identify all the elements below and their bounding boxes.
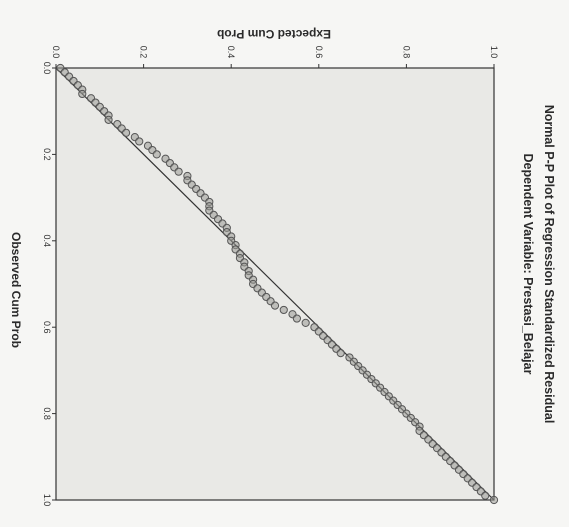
data-point xyxy=(174,167,183,176)
x-tick-label: 0.2 xyxy=(42,148,52,161)
ticks-layer: 0.0 0.2 0.4 0.6 0.8 1.0 0.0 0.2 0.4 0.6 0.8 1.0 xyxy=(42,46,499,507)
data-point xyxy=(279,305,288,315)
x-tick-label: 1.0 xyxy=(42,494,52,507)
data-point xyxy=(489,495,499,505)
data-point xyxy=(301,318,310,327)
x-tick-label: 0.0 xyxy=(42,62,52,75)
data-point xyxy=(336,349,345,358)
points-layer xyxy=(56,63,499,505)
data-point xyxy=(481,491,490,500)
y-axis-title: Expected Cum Prob xyxy=(217,27,331,41)
x-tick-label: 0.8 xyxy=(42,407,52,420)
data-point xyxy=(104,115,113,124)
x-axis-title: Observed Cum Prob xyxy=(9,232,23,348)
data-point xyxy=(292,314,301,323)
y-tick-label: 0.6 xyxy=(314,46,324,59)
data-point xyxy=(152,150,161,159)
y-tick-label: 0.0 xyxy=(51,46,61,59)
y-tick-label: 1.0 xyxy=(489,46,499,59)
y-tick-label: 0.8 xyxy=(401,46,411,59)
y-tick-label: 0.4 xyxy=(226,46,236,59)
data-point xyxy=(135,137,144,146)
data-point xyxy=(78,89,87,99)
x-tick-label: 0.4 xyxy=(42,235,52,248)
chart-title: Normal P-P Plot of Regression Standardiz… xyxy=(542,105,556,424)
y-tick-label: 0.2 xyxy=(139,46,149,59)
x-tick-label: 0.6 xyxy=(42,321,52,334)
data-point xyxy=(121,128,131,137)
chart-subtitle: Dependent Variable: Prestasi_Belajar xyxy=(521,154,535,375)
data-point xyxy=(270,301,280,310)
